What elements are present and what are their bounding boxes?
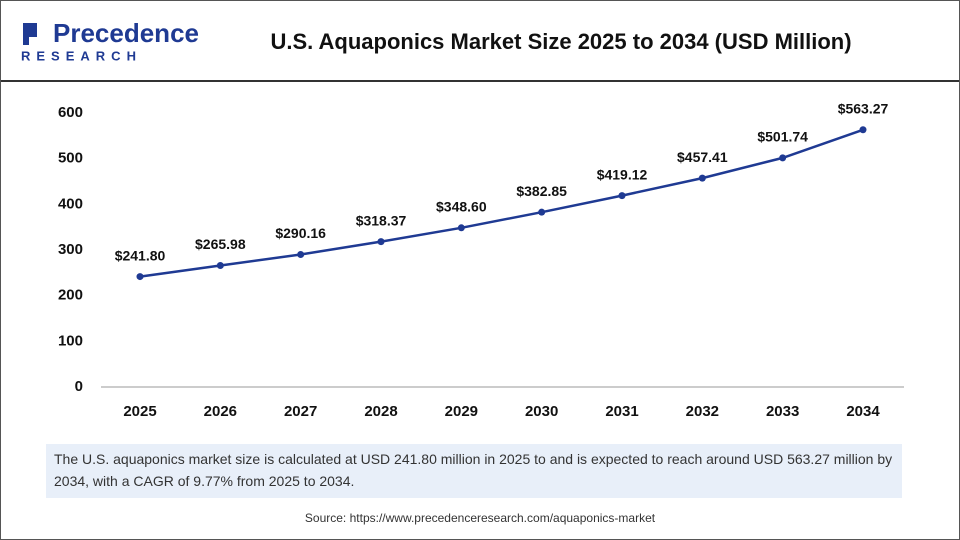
- x-tick-label: 2031: [605, 403, 638, 420]
- chart-title: U.S. Aquaponics Market Size 2025 to 2034…: [270, 29, 851, 54]
- data-point: [698, 174, 706, 182]
- logo-name: Precedence: [53, 18, 199, 48]
- data-label: $563.27: [838, 100, 889, 116]
- data-point: [779, 154, 787, 162]
- data-point: [377, 238, 385, 246]
- data-label: $348.60: [436, 199, 487, 215]
- data-point: [297, 250, 305, 258]
- logo-subtitle: RESEARCH: [21, 48, 142, 63]
- data-label: $290.16: [275, 225, 326, 241]
- data-point: [457, 224, 465, 232]
- y-tick-label: 600: [58, 104, 83, 121]
- x-tick-label: 2027: [284, 403, 317, 420]
- y-tick-label: 100: [58, 332, 83, 349]
- data-point: [859, 126, 867, 134]
- data-label: $457.41: [677, 149, 728, 165]
- data-label: $382.85: [516, 183, 567, 199]
- data-point: [216, 262, 224, 270]
- y-tick-label: 400: [58, 195, 83, 212]
- x-tick-label: 2033: [766, 403, 799, 420]
- data-label: $419.12: [597, 166, 648, 182]
- y-tick-label: 500: [58, 150, 83, 167]
- x-tick-label: 2025: [123, 403, 156, 420]
- x-tick-label: 2028: [364, 403, 397, 420]
- data-label: $241.80: [115, 247, 166, 263]
- data-point: [618, 192, 626, 200]
- line: [139, 128, 864, 278]
- x-tick-label: 2030: [525, 403, 558, 420]
- x-tick-label: 2026: [204, 403, 237, 420]
- y-tick-label: 300: [58, 241, 83, 258]
- x-tick-label: 2029: [445, 403, 478, 420]
- data-label: $318.37: [356, 212, 407, 228]
- source: Source: https://www.precedenceresearch.c…: [304, 511, 656, 525]
- x-tick-label: 2034: [846, 403, 880, 420]
- logo-icon: [23, 23, 37, 45]
- data-label: $265.98: [195, 236, 246, 252]
- y-tick-label: 200: [58, 287, 83, 304]
- data-label: $501.74: [757, 129, 808, 145]
- y-tick-label: 0: [75, 378, 83, 395]
- data-point: [538, 208, 546, 216]
- description: The U.S. aquaponics market size is calcu…: [46, 444, 902, 498]
- x-tick-label: 2032: [686, 403, 719, 420]
- data-point: [136, 273, 144, 281]
